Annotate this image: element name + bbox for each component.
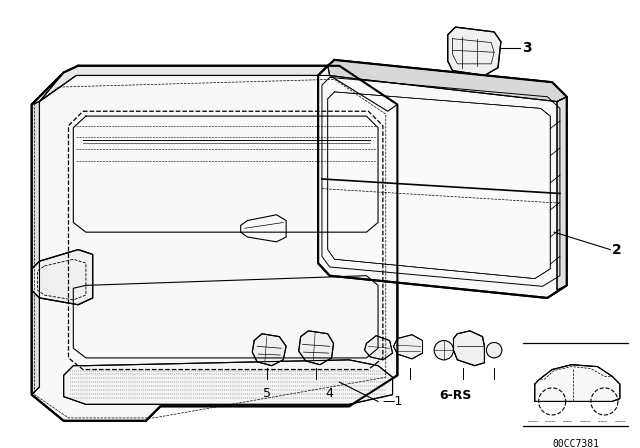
Polygon shape [454, 331, 484, 366]
Text: 5: 5 [263, 387, 271, 400]
Polygon shape [32, 66, 397, 421]
Text: 3: 3 [522, 41, 532, 56]
Polygon shape [394, 335, 422, 359]
Circle shape [486, 342, 502, 358]
Polygon shape [448, 27, 501, 75]
Text: 6-RS: 6-RS [439, 389, 472, 402]
Text: 2: 2 [612, 242, 622, 257]
Polygon shape [40, 66, 397, 111]
Polygon shape [252, 334, 286, 366]
Polygon shape [318, 60, 566, 298]
Text: 4: 4 [326, 387, 333, 400]
Polygon shape [535, 365, 620, 401]
Polygon shape [365, 336, 392, 360]
Polygon shape [63, 360, 392, 405]
Polygon shape [328, 92, 550, 279]
Polygon shape [557, 97, 566, 290]
Text: —1: —1 [383, 395, 403, 408]
Polygon shape [32, 102, 40, 395]
Text: 00CC7381: 00CC7381 [552, 439, 599, 448]
Circle shape [434, 340, 454, 360]
Polygon shape [299, 331, 333, 365]
Polygon shape [328, 60, 566, 102]
Polygon shape [32, 250, 93, 305]
